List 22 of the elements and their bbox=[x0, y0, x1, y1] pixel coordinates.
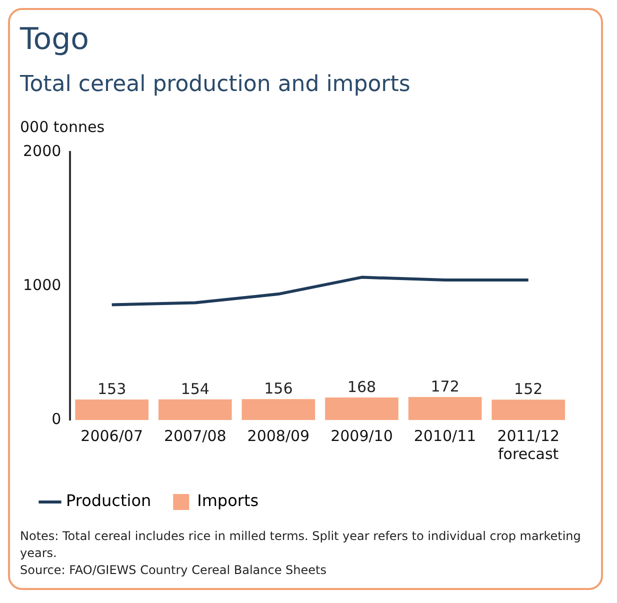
x-tick-label: 2008/09 bbox=[247, 426, 310, 445]
y-tick-label: 0 bbox=[52, 410, 62, 428]
data-label: 154 bbox=[180, 380, 210, 398]
legend-label: Imports bbox=[197, 491, 259, 510]
x-tick-label: 2006/07 bbox=[80, 426, 143, 445]
data-label: 172 bbox=[430, 377, 460, 396]
source-note: Source: FAO/GIEWS Country Cereal Balance Sheets bbox=[20, 562, 328, 579]
chart-title: Togo bbox=[20, 22, 89, 57]
chart-subtitle: Total cereal production and imports bbox=[20, 72, 410, 97]
text: Notes: Total cereal includes rice in milled terms. Split year refers to individual crop marketing years. bbox=[20, 528, 582, 562]
data-label: 156 bbox=[264, 379, 293, 398]
x-tick-label: 2011/12 forecast bbox=[497, 426, 560, 463]
legend-label: Production bbox=[66, 491, 152, 510]
data-label: 152 bbox=[514, 380, 543, 398]
y-axis-title: 000 tonnes bbox=[20, 118, 105, 136]
y-tick-label: 1000 bbox=[22, 276, 62, 294]
data-label: 153 bbox=[98, 380, 126, 398]
data-label: 168 bbox=[347, 378, 376, 396]
x-tick-label: 2009/10 bbox=[330, 426, 393, 445]
x-tick-label: 2007/08 bbox=[164, 426, 226, 445]
x-tick-label: 2010/11 bbox=[414, 426, 476, 445]
y-tick-label: 2000 bbox=[22, 142, 62, 160]
